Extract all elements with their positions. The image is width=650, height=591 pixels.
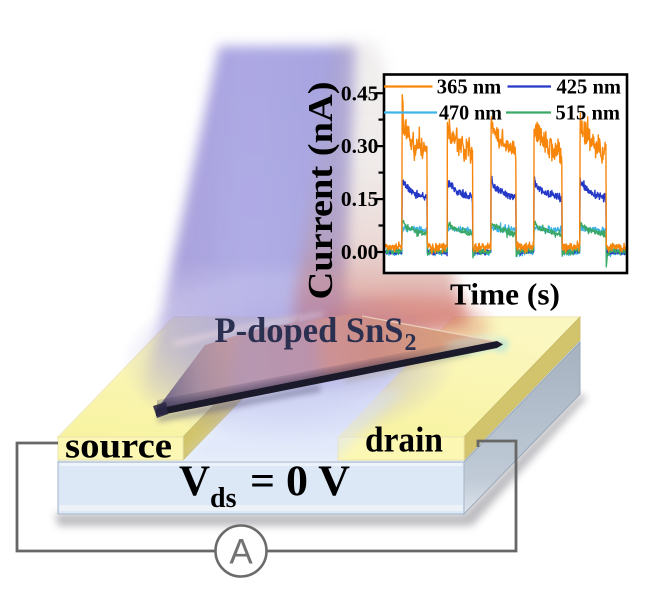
svg-text:470 nm: 470 nm xyxy=(439,101,502,125)
svg-text:0.00: 0.00 xyxy=(341,240,379,264)
svg-text:365 nm: 365 nm xyxy=(437,75,502,99)
svg-text:0.45: 0.45 xyxy=(341,81,379,105)
svg-text:Time (s): Time (s) xyxy=(450,278,560,312)
svg-text:ds: ds xyxy=(210,483,237,514)
svg-text:Current (nA): Current (nA) xyxy=(301,82,340,300)
svg-text:0.30: 0.30 xyxy=(341,134,379,158)
svg-text:515 nm: 515 nm xyxy=(556,101,621,125)
svg-text:A: A xyxy=(229,533,253,572)
svg-text:2: 2 xyxy=(405,330,417,356)
svg-text:= 0 V: = 0 V xyxy=(250,458,350,505)
svg-text:0.15: 0.15 xyxy=(341,187,379,211)
svg-text:P-doped SnS: P-doped SnS xyxy=(215,310,404,350)
svg-text:425 nm: 425 nm xyxy=(557,75,622,99)
svg-text:drain: drain xyxy=(365,420,443,460)
svg-text:source: source xyxy=(65,426,172,466)
svg-text:V: V xyxy=(179,458,210,505)
